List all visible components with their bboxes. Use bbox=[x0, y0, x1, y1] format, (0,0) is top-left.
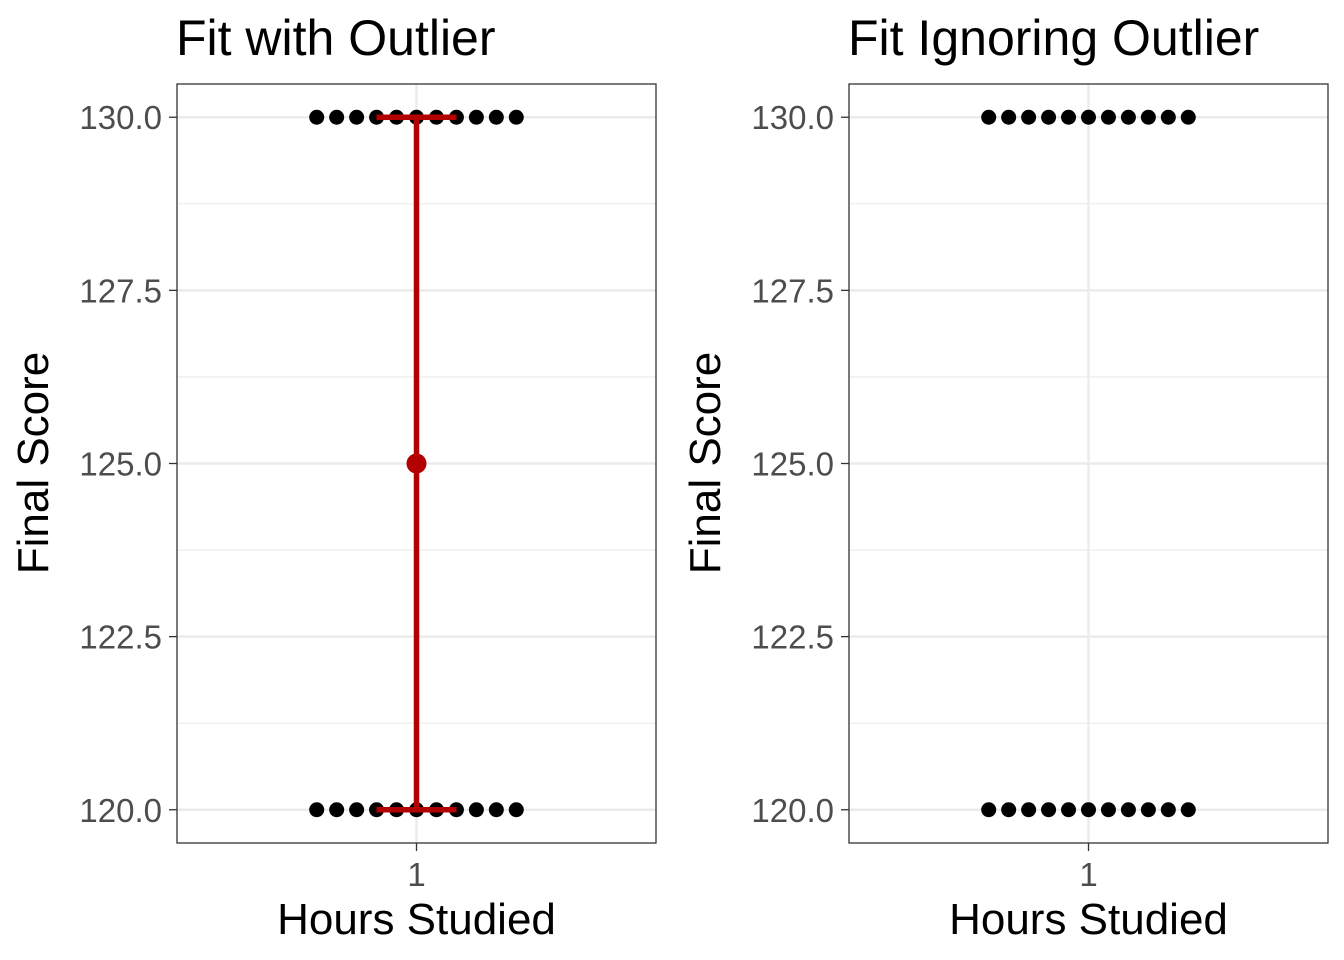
data-point bbox=[1160, 802, 1176, 818]
y-axis-ticks: 120.0 122.5 125.0 127.5 130.0 bbox=[79, 99, 177, 829]
x-axis-label: Hours Studied bbox=[277, 895, 556, 944]
data-point bbox=[1140, 109, 1156, 125]
data-point bbox=[1100, 802, 1116, 818]
x-axis-ticks: 1 bbox=[407, 843, 426, 893]
data-point bbox=[1021, 109, 1037, 125]
panel-fit-with-outlier: Fit with Outlier 120.0 122.5 125.0 127.5 130… bbox=[9, 10, 657, 944]
data-point bbox=[349, 802, 365, 818]
panel-title: Fit Ignoring Outlier bbox=[848, 10, 1259, 66]
data-point bbox=[329, 802, 345, 818]
data-point bbox=[329, 109, 345, 125]
data-point bbox=[1180, 802, 1196, 818]
y-tick-label: 127.5 bbox=[79, 272, 162, 309]
data-point bbox=[1160, 109, 1176, 125]
data-point bbox=[488, 109, 504, 125]
summary-errorbar bbox=[376, 114, 457, 813]
x-tick-label: 1 bbox=[1079, 856, 1097, 893]
x-axis-label: Hours Studied bbox=[949, 895, 1228, 944]
data-point bbox=[1001, 802, 1017, 818]
data-point bbox=[349, 109, 365, 125]
data-point bbox=[1061, 802, 1077, 818]
y-tick-label: 120.0 bbox=[79, 792, 162, 829]
y-tick-label: 122.5 bbox=[751, 619, 834, 656]
y-tick-label: 120.0 bbox=[751, 792, 834, 829]
panel-title: Fit with Outlier bbox=[176, 10, 496, 66]
data-point bbox=[309, 802, 325, 818]
data-point bbox=[981, 109, 997, 125]
y-tick-label: 125.0 bbox=[79, 446, 162, 483]
data-point bbox=[1100, 109, 1116, 125]
data-point bbox=[1061, 109, 1077, 125]
data-point bbox=[508, 802, 524, 818]
y-axis-label: Final Score bbox=[9, 352, 58, 575]
data-point bbox=[508, 109, 524, 125]
data-point bbox=[1081, 109, 1096, 125]
data-point bbox=[1021, 802, 1037, 818]
data-point bbox=[468, 109, 484, 125]
data-marks bbox=[309, 109, 524, 818]
data-point bbox=[468, 802, 484, 818]
data-point bbox=[1081, 802, 1096, 818]
data-point bbox=[1041, 802, 1057, 818]
data-marks bbox=[981, 109, 1196, 818]
data-point bbox=[1001, 109, 1017, 125]
data-point bbox=[1120, 109, 1136, 125]
data-point bbox=[309, 109, 325, 125]
panel-fit-ignoring-outlier: Fit Ignoring Outlier 120.0 122.5 125.0 127.… bbox=[681, 10, 1329, 944]
x-axis-ticks: 1 bbox=[1079, 843, 1098, 893]
y-tick-label: 127.5 bbox=[751, 272, 834, 309]
data-point bbox=[1180, 109, 1196, 125]
data-point bbox=[981, 802, 997, 818]
data-point bbox=[1120, 802, 1136, 818]
data-point bbox=[488, 802, 504, 818]
data-point bbox=[1140, 802, 1156, 818]
mean-point bbox=[406, 453, 427, 474]
x-tick-label: 1 bbox=[407, 856, 425, 893]
y-tick-label: 122.5 bbox=[79, 619, 162, 656]
data-point bbox=[1041, 109, 1057, 125]
y-axis-ticks: 120.0 122.5 125.0 127.5 130.0 bbox=[751, 99, 849, 829]
y-tick-label: 130.0 bbox=[79, 99, 162, 136]
y-axis-label: Final Score bbox=[681, 352, 730, 575]
y-tick-label: 125.0 bbox=[751, 446, 834, 483]
y-tick-label: 130.0 bbox=[751, 99, 834, 136]
